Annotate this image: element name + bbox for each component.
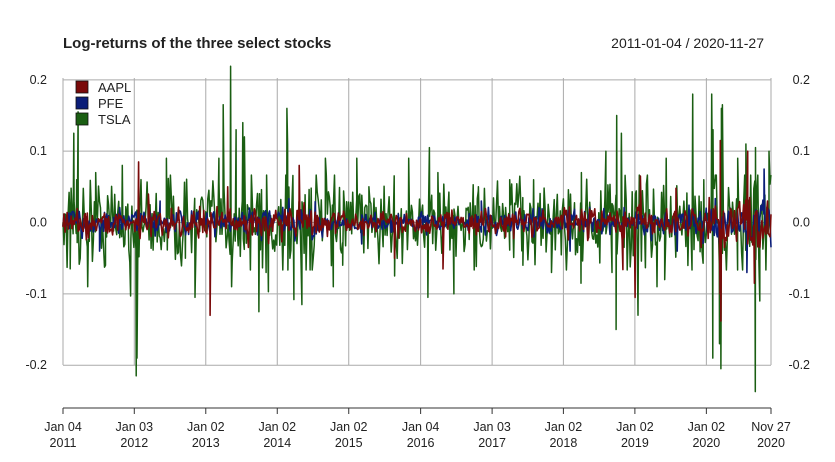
legend-swatch-tsla (76, 113, 88, 125)
x-tick-label: Nov 27 (751, 420, 791, 434)
x-tick-label: Jan 02 (616, 420, 654, 434)
x-tick-label: Jan 03 (473, 420, 511, 434)
x-tick-year: 2017 (478, 436, 506, 450)
x-tick-year: 2011 (50, 436, 77, 450)
y-tick-label-left: 0.0 (30, 216, 47, 230)
y-tick-label-right: 0.1 (793, 144, 810, 158)
legend-swatch-pfe (76, 97, 88, 109)
x-tick-label: Jan 02 (330, 420, 368, 434)
y-tick-label-left: 0.1 (30, 144, 47, 158)
y-tick-label-right: -0.1 (788, 287, 810, 301)
legend-label-tsla: TSLA (98, 112, 131, 127)
x-tick-label: Jan 02 (187, 420, 225, 434)
x-tick-label: Jan 02 (258, 420, 296, 434)
x-tick-year: 2013 (192, 436, 220, 450)
legend-label-pfe: PFE (98, 96, 124, 111)
y-tick-label-left: -0.1 (25, 287, 47, 301)
x-tick-year: 2020 (757, 436, 785, 450)
y-tick-label-right: 0.2 (793, 73, 810, 87)
x-tick-year: 2019 (621, 436, 649, 450)
x-tick-year: 2015 (335, 436, 363, 450)
y-tick-label-right: -0.2 (788, 358, 810, 372)
x-tick-label: Jan 03 (116, 420, 154, 434)
x-tick-label: Jan 04 (402, 420, 440, 434)
x-tick-label: Jan 02 (545, 420, 583, 434)
series-group (63, 66, 771, 391)
y-tick-label-left: 0.2 (30, 73, 47, 87)
x-tick-year: 2020 (692, 436, 720, 450)
x-tick-year: 2012 (120, 436, 148, 450)
x-tick-year: 2014 (263, 436, 291, 450)
date-range-label: 2011-01-04 / 2020-11-27 (611, 35, 764, 51)
y-tick-label-left: -0.2 (25, 358, 47, 372)
y-tick-label-right: 0.0 (793, 216, 810, 230)
x-tick-year: 2016 (407, 436, 435, 450)
x-tick-year: 2018 (549, 436, 577, 450)
chart-title: Log-returns of the three select stocks (63, 35, 331, 52)
legend-swatch-aapl (76, 81, 88, 93)
x-tick-label: Jan 02 (688, 420, 726, 434)
x-tick-label: Jan 04 (44, 420, 82, 434)
legend-label-aapl: AAPL (98, 80, 131, 95)
